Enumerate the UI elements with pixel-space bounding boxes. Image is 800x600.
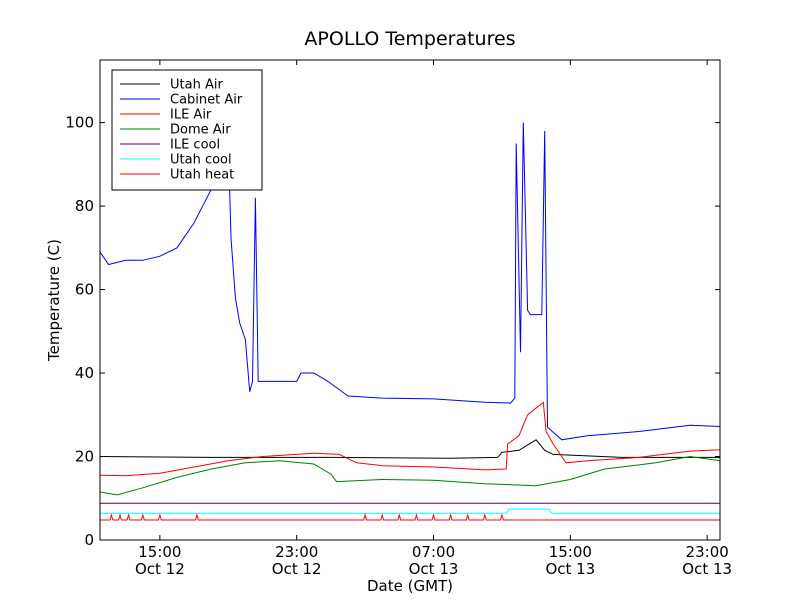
y-tick-label: 60 <box>75 281 94 299</box>
x-tick-date-label: Oct 12 <box>135 560 185 578</box>
x-tick-label: 15:00 <box>138 543 181 561</box>
legend-entry-ile-cool: ILE cool <box>170 138 220 153</box>
legend-entry-utah-cool: Utah cool <box>170 153 232 168</box>
legend-entry-utah-heat: Utah heat <box>170 168 234 183</box>
y-tick-label: 100 <box>65 114 94 132</box>
legend-entry-dome-air: Dome Air <box>170 123 231 138</box>
series-line-cabinet-air <box>99 122 721 441</box>
x-tick-label: 15:00 <box>549 543 592 561</box>
y-tick-label: 0 <box>84 531 94 549</box>
x-tick-label: 23:00 <box>275 543 318 561</box>
series-line-utah-cool <box>100 508 720 514</box>
x-tick-date-label: Oct 13 <box>545 560 595 578</box>
series-line-utah-heat <box>100 513 720 521</box>
legend-entry-ile-air: ILE Air <box>170 108 212 123</box>
chart-title: APOLLO Temperatures <box>304 28 515 50</box>
series-line-ile-air <box>99 401 721 477</box>
y-axis-label: Temperature (C) <box>45 239 63 362</box>
legend-box <box>111 69 263 191</box>
plot-frame <box>99 59 721 541</box>
x-tick-label: 07:00 <box>412 543 455 561</box>
x-tick-date-label: Oct 12 <box>272 560 322 578</box>
x-tick-date-label: Oct 13 <box>682 560 732 578</box>
series-layer <box>99 122 721 521</box>
y-tick-label: 20 <box>75 448 94 466</box>
x-axis-label: Date (GMT) <box>367 577 453 595</box>
x-tick-label: 23:00 <box>686 543 729 561</box>
series-line-dome-air <box>99 455 721 496</box>
legend-entry-utah-air: Utah Air <box>170 78 223 93</box>
legend-entry-cabinet-air: Cabinet Air <box>170 93 243 108</box>
y-axis: 0 20 40 60 80 100 <box>65 114 720 549</box>
x-tick-date-label: Oct 13 <box>409 560 459 578</box>
y-tick-label: 40 <box>75 364 94 382</box>
y-tick-label: 80 <box>75 197 94 215</box>
series-line-utah-air <box>99 439 720 459</box>
